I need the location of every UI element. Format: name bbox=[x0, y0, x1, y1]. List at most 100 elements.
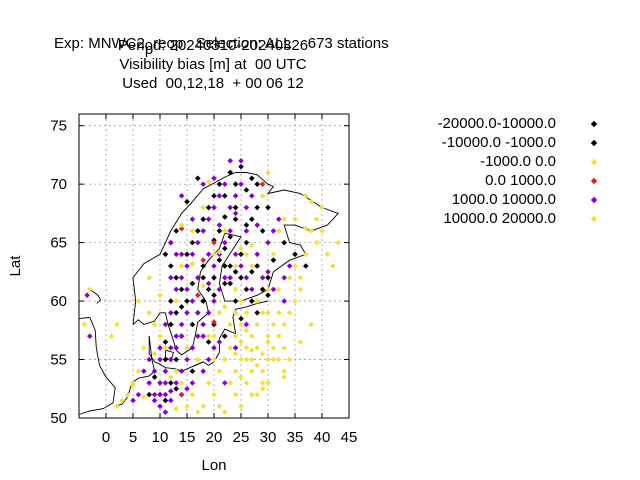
station-point bbox=[200, 263, 206, 269]
station-point bbox=[173, 274, 179, 281]
station-point bbox=[265, 286, 271, 293]
station-point bbox=[222, 214, 228, 220]
station-point bbox=[162, 368, 169, 375]
station-point bbox=[151, 368, 158, 375]
station-point bbox=[168, 388, 174, 394]
station-point bbox=[303, 193, 309, 199]
station-point bbox=[227, 380, 233, 386]
station-point bbox=[238, 315, 244, 322]
station-point bbox=[238, 403, 244, 410]
x-tick-label: 45 bbox=[341, 429, 358, 446]
station-point bbox=[195, 409, 201, 415]
station-point bbox=[265, 169, 271, 176]
station-point bbox=[238, 356, 244, 363]
station-point bbox=[178, 333, 185, 339]
station-point bbox=[232, 216, 239, 223]
station-point bbox=[249, 193, 255, 199]
legend-label-class-3: 0.0 1000.0 bbox=[485, 172, 556, 189]
station-point bbox=[205, 339, 212, 345]
station-point bbox=[281, 345, 287, 351]
station-point bbox=[297, 286, 304, 293]
station-point bbox=[232, 204, 239, 211]
station-point bbox=[222, 181, 228, 187]
station-point bbox=[265, 269, 271, 275]
station-point bbox=[178, 391, 185, 398]
station-point bbox=[200, 274, 206, 281]
station-point bbox=[249, 298, 255, 304]
station-point bbox=[249, 391, 255, 398]
station-point bbox=[87, 286, 93, 293]
station-point bbox=[265, 292, 271, 299]
axis-ticks: 0 5 10 15 20 25 30 35 40 45 50 55 60 65 70 75 bbox=[50, 114, 357, 446]
station-point bbox=[232, 263, 239, 269]
station-point bbox=[265, 309, 271, 316]
station-point bbox=[162, 409, 169, 415]
station-point bbox=[254, 263, 260, 269]
station-point bbox=[178, 304, 185, 310]
station-point bbox=[211, 239, 217, 246]
station-point bbox=[151, 391, 158, 398]
station-point bbox=[222, 274, 228, 281]
station-point bbox=[189, 321, 196, 328]
station-point bbox=[162, 251, 169, 258]
station-point bbox=[227, 169, 233, 176]
station-point bbox=[211, 193, 217, 199]
station-point bbox=[222, 245, 228, 252]
station-point bbox=[232, 368, 239, 375]
station-point bbox=[114, 403, 120, 410]
station-point bbox=[254, 222, 260, 228]
station-point bbox=[265, 333, 271, 339]
y-tick-label: 60 bbox=[50, 293, 67, 310]
station-point bbox=[238, 157, 244, 164]
station-point bbox=[168, 374, 174, 380]
x-tick-label: 30 bbox=[260, 429, 277, 446]
station-point bbox=[205, 251, 212, 258]
station-point bbox=[200, 204, 206, 211]
station-point bbox=[184, 309, 190, 316]
title-experiment-subscript: p bbox=[144, 41, 154, 58]
station-point bbox=[227, 274, 233, 281]
station-point bbox=[200, 257, 206, 263]
station-point bbox=[232, 269, 239, 275]
station-point bbox=[124, 391, 131, 398]
station-point bbox=[211, 333, 217, 339]
station-point bbox=[146, 380, 152, 386]
station-point bbox=[216, 181, 223, 187]
station-point bbox=[249, 333, 255, 339]
station-point bbox=[211, 292, 217, 299]
station-point bbox=[227, 228, 233, 234]
y-axis-label: Lat bbox=[7, 255, 24, 277]
station-point bbox=[249, 175, 255, 182]
station-point bbox=[200, 216, 206, 223]
station-point bbox=[270, 356, 277, 363]
station-point bbox=[216, 222, 223, 228]
station-point bbox=[270, 286, 277, 293]
station-point bbox=[168, 309, 174, 316]
station-point bbox=[141, 394, 147, 400]
title-line-used: Used 00,12,18 + 00 06 12 bbox=[122, 75, 304, 92]
station-point bbox=[195, 292, 201, 299]
station-point bbox=[200, 228, 206, 234]
station-point bbox=[319, 204, 325, 211]
station-point bbox=[259, 309, 266, 316]
station-point bbox=[135, 391, 142, 398]
station-point bbox=[286, 274, 293, 281]
station-point bbox=[178, 263, 185, 269]
station-point bbox=[243, 321, 250, 328]
station-point bbox=[211, 263, 217, 269]
x-tick-label: 35 bbox=[287, 429, 304, 446]
station-point bbox=[324, 251, 331, 258]
legend-label-class-0: -20000.0-10000.0 bbox=[437, 115, 556, 132]
legend-label-class-1: -10000.0 -1000.0 bbox=[441, 134, 556, 151]
station-point bbox=[276, 309, 282, 316]
station-point bbox=[189, 368, 196, 375]
station-points bbox=[81, 157, 341, 415]
station-point bbox=[184, 198, 190, 205]
y-tick-label: 55 bbox=[50, 352, 67, 369]
station-point bbox=[254, 251, 260, 258]
station-point bbox=[259, 286, 266, 293]
station-point bbox=[265, 239, 271, 246]
station-point bbox=[281, 298, 287, 304]
station-point bbox=[222, 263, 228, 269]
station-point bbox=[178, 193, 185, 199]
